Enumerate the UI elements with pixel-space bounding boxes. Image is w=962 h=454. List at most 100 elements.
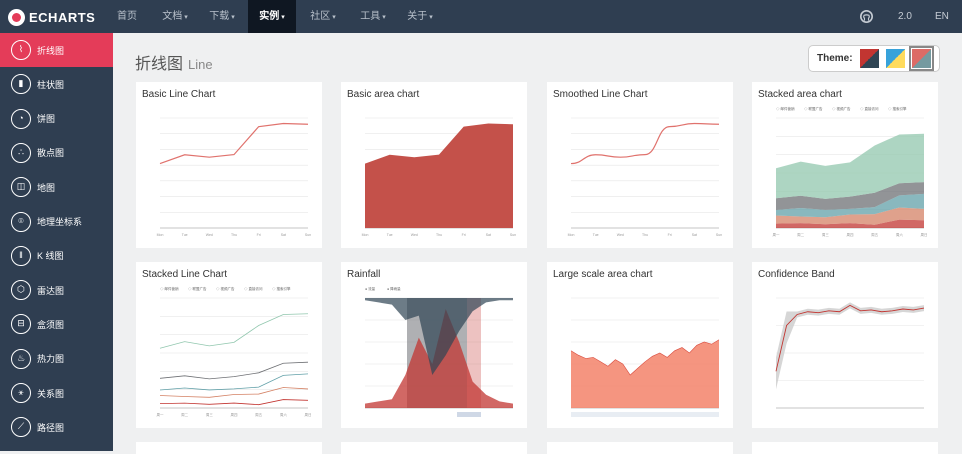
legend-item: ◇ 视频广告: [832, 106, 851, 111]
page-title: 折线图 Line: [135, 56, 213, 73]
lines-icon: ⟋: [11, 417, 31, 438]
chart-card[interactable]: Basic area chart Mon Tue Wed Thu Fri Sat Sun: [341, 82, 527, 248]
chart-card-title: Stacked area chart: [758, 89, 842, 100]
chart-card-partial[interactable]: [136, 442, 322, 454]
chart-card-partial[interactable]: [547, 442, 733, 454]
legend-item: ◇ 邮件营销: [160, 286, 179, 291]
caret-down-icon: ▾: [332, 14, 336, 21]
chart-type-sidebar: ⌇ 折线图 ▮ 柱状图 ◔ 饼图 ∴ 散点图 ◫ 地图 ⌾ 地理坐标系 ‖ K 线图 ⬡ 雷达图 ⊟ 盒须图 ♨ 热力…: [0, 33, 113, 451]
sidebar-item[interactable]: ⬡ 雷达图: [0, 273, 113, 307]
x-tick-label: 周六: [280, 412, 288, 417]
sidebar-item-label: 地图: [37, 182, 56, 193]
chart-thumbnail: Mon Tue Wed Thu Fri Sat Sun: [347, 104, 521, 242]
sidebar-item[interactable]: ◔ 饼图: [0, 102, 113, 136]
stacked-line-series: [159, 373, 309, 391]
sidebar-item-label: 热力图: [37, 354, 65, 365]
chart-svg: [775, 297, 925, 409]
version-link[interactable]: 2.0: [898, 11, 912, 22]
caret-down-icon: ▾: [429, 14, 433, 21]
sidebar-item-label: 地理坐标系: [37, 217, 83, 227]
x-tick-label: Sat: [281, 233, 286, 237]
line-series: [570, 339, 720, 376]
stacked-area-series: [776, 207, 924, 225]
x-tick-label: Tue: [387, 233, 393, 237]
line-series: [775, 304, 925, 372]
sidebar-item-label: 折线图: [37, 45, 65, 56]
nav-home[interactable]: 首页: [117, 11, 137, 22]
x-tick-label: Mon: [157, 233, 164, 237]
legend-item: ◇ 搜索引擎: [272, 286, 291, 291]
legend-item: ◇ 搜索引擎: [888, 106, 907, 111]
stacked-line-series: [159, 361, 309, 380]
sidebar-item[interactable]: ‖ K 线图: [0, 239, 113, 273]
logo-text: ECHARTS: [29, 9, 96, 25]
stacked-line-series: [159, 399, 309, 406]
x-tick-label: 周五: [255, 412, 263, 417]
x-tick-label: 周三: [822, 232, 830, 237]
theme-swatch-default[interactable]: [859, 49, 879, 68]
chart-card-title: Smoothed Line Chart: [553, 89, 648, 100]
chart-svg: Mon Tue Wed Thu Fri Sat Sun: [362, 117, 516, 237]
chart-thumbnail: Mon Tue Wed Thu Fri Sat Sun: [553, 104, 727, 242]
x-tick-label: Fri: [257, 233, 261, 237]
chart-card[interactable]: Stacked Line Chart 周一 周二 周三 周四 周五 周六 周日 ◇ 邮件营销 ◇ …: [136, 262, 322, 428]
nav-tools[interactable]: 工具 ▾: [360, 11, 386, 22]
sidebar-item[interactable]: ⌾ 地理坐标系: [0, 205, 113, 239]
theme-swatch-light[interactable]: [885, 49, 905, 68]
x-tick-label: 周六: [896, 232, 904, 237]
nav-about[interactable]: 关于 ▾: [407, 11, 433, 22]
sidebar-item-label: 关系图: [37, 388, 65, 399]
sidebar-item[interactable]: ♨ 热力图: [0, 342, 113, 376]
sidebar-item[interactable]: ⌇ 折线图: [0, 33, 113, 67]
nav-community[interactable]: 社区 ▾: [310, 11, 336, 22]
sidebar-item[interactable]: ⊟ 盒须图: [0, 307, 113, 341]
chart-card[interactable]: Smoothed Line Chart Mon Tue Wed Thu Fri Sat Sun: [547, 82, 733, 248]
x-tick-label: Sun: [305, 233, 311, 237]
github-link[interactable]: [860, 0, 873, 33]
x-tick-label: Wed: [617, 233, 624, 237]
chart-card[interactable]: Large scale area chart: [547, 262, 733, 428]
pie-chart-icon: ◔: [11, 108, 31, 129]
x-tick-label: Mon: [568, 233, 575, 237]
language-switch[interactable]: EN: [935, 11, 949, 22]
chart-card-partial[interactable]: [752, 442, 938, 454]
chart-card-title: Confidence Band: [758, 269, 835, 280]
stacked-line-series: [159, 313, 309, 349]
theme-selector: Theme:: [808, 45, 940, 72]
chart-card[interactable]: Basic Line Chart Mon Tue Wed Thu Fri Sat Sun: [136, 82, 322, 248]
sidebar-item[interactable]: ◫ 地图: [0, 170, 113, 204]
sidebar-item[interactable]: ∴ 散点图: [0, 136, 113, 170]
legend-item: ◇ 直接访问: [860, 106, 879, 111]
chart-svg: Mon Tue Wed Thu Fri Sat Sun: [568, 117, 722, 237]
nav-docs[interactable]: 文档 ▾: [162, 11, 188, 22]
sidebar-item-label: 路径图: [37, 422, 65, 433]
x-tick-label: Sun: [510, 233, 516, 237]
sidebar-item-label: 雷达图: [37, 285, 65, 296]
x-tick-label: Sun: [716, 233, 722, 237]
confidence-band: [776, 302, 924, 390]
nav-download[interactable]: 下载 ▾: [209, 11, 235, 22]
x-tick-label: 周四: [231, 412, 238, 417]
chart-card[interactable]: Rainfall ● 流量 ● 降雨量: [341, 262, 527, 428]
sidebar-item[interactable]: ⟋ 路径图: [0, 410, 113, 444]
candlestick-icon: ‖: [11, 245, 31, 266]
legend-item: ◇ 联盟广告: [188, 286, 207, 291]
chart-card-partial[interactable]: [341, 442, 527, 454]
chart-thumbnail: Mon Tue Wed Thu Fri Sat Sun: [142, 104, 316, 242]
legend-item: ◇ 视频广告: [216, 286, 235, 291]
theme-swatch-dark[interactable]: [908, 46, 934, 71]
map-icon: ◫: [11, 177, 31, 198]
chart-thumbnail: [758, 284, 932, 422]
caret-down-icon: ▾: [231, 14, 235, 21]
chart-card[interactable]: Confidence Band: [752, 262, 938, 428]
sidebar-item-label: 饼图: [37, 114, 56, 125]
x-tick-label: Thu: [231, 233, 237, 237]
sidebar-item[interactable]: ⚹ 关系图: [0, 376, 113, 410]
echarts-logo[interactable]: ECHARTS: [8, 8, 95, 26]
x-tick-label: 周二: [181, 412, 188, 417]
sidebar-item[interactable]: ▮ 柱状图: [0, 67, 113, 101]
chart-card-title: Stacked Line Chart: [142, 269, 228, 280]
nav-examples[interactable]: 实例 ▾: [248, 0, 296, 33]
chart-card[interactable]: Stacked area chart 周一 周二 周三 周四 周五 周六 周日 ◇ 邮件营销 ◇ …: [752, 82, 938, 248]
chart-card-title: Rainfall: [347, 269, 381, 280]
